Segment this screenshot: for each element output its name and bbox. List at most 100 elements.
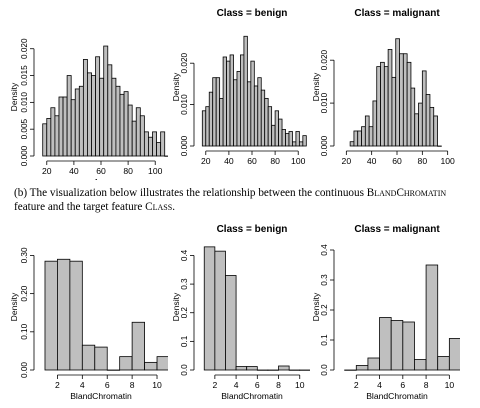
histogram-bar (302, 135, 307, 147)
histogram-bar (54, 115, 60, 157)
histogram-bar (414, 113, 419, 147)
x-tick-label: 10 (295, 380, 305, 390)
x-axis-label: Age (93, 177, 109, 180)
histogram-bar (203, 246, 216, 371)
histogram-bar (131, 321, 145, 371)
histogram-bar (115, 85, 121, 157)
histogram-bar (62, 96, 68, 157)
histogram-bar (219, 97, 224, 147)
histogram-bar (264, 97, 269, 147)
histogram-bar (390, 320, 404, 371)
histogram-bar (42, 123, 48, 157)
caption-text-3: . (172, 201, 175, 213)
histogram-bar (395, 38, 400, 147)
x-tick-label: 6 (255, 380, 260, 390)
x-tick-label: 40 (367, 156, 377, 166)
histogram-bar (229, 54, 234, 147)
histogram-bar (205, 106, 210, 147)
histogram-bar (139, 115, 145, 157)
histogram-bar (226, 60, 231, 147)
y-tick-label: 0.3 (180, 278, 189, 290)
x-tick-label: 6 (400, 380, 405, 390)
y-axis-label: Density (311, 72, 321, 101)
caption-text-2: feature and the target feature (14, 201, 146, 213)
histogram-bar (103, 45, 109, 157)
y-axis-label: Density (9, 292, 19, 321)
histogram-bar (78, 85, 84, 157)
histogram-bar (222, 56, 227, 147)
y-tick-label: 0.10 (20, 323, 29, 339)
histogram-bar (144, 361, 158, 371)
histogram-bar (160, 131, 166, 157)
chart-bc-benign: Class = benign 0.0 0.1 0.2 0.3 0.4 Density 2 4 6 8… (171, 224, 310, 401)
histogram-bar (361, 126, 366, 147)
histogram-bar (148, 136, 153, 157)
histogram-bar (414, 359, 427, 371)
histogram-bar (135, 107, 141, 157)
y-tick-label: 0.30 (20, 247, 29, 263)
y-tick-label: 0.00 (20, 362, 29, 378)
x-tick-label: 100 (440, 156, 455, 166)
y-axis-label: Density (171, 72, 181, 101)
histogram-bar (402, 321, 415, 371)
x-tick-label: 2 (55, 380, 60, 390)
histogram-bar (257, 77, 262, 147)
histogram-bar (421, 70, 427, 147)
histogram-bar (57, 258, 71, 371)
histogram-bar (201, 110, 207, 147)
histogram-bar (236, 71, 241, 147)
histogram-bar (215, 77, 221, 147)
y-tick-label: 0.005 (20, 118, 29, 139)
y-axis-label: Density (171, 292, 181, 321)
histogram-bar (285, 133, 290, 147)
x-tick-label: 60 (392, 156, 402, 166)
histogram-bar (380, 61, 385, 147)
x-tick-label: 60 (247, 156, 257, 166)
histogram-bar (253, 85, 259, 147)
x-axis-label: BlandChromatin (70, 391, 132, 401)
x-tick-label: 10 (152, 380, 162, 390)
histogram-bar (250, 60, 255, 147)
histogram-bar (295, 131, 300, 147)
histogram-bar (58, 96, 64, 157)
x-tick-label: 100 (291, 156, 306, 166)
y-tick-label: 0.0 (320, 364, 329, 376)
chart-age-malignant: Class = malignant 0.000 0.010 0.020 Density 2… (311, 8, 455, 166)
histogram-bar (271, 124, 276, 147)
histogram-bar (152, 131, 157, 157)
caption-target: Class (145, 201, 173, 213)
x-tick-label: 60 (96, 166, 106, 176)
histogram-bar (437, 356, 450, 371)
histogram-bar (243, 35, 248, 147)
histogram-bar (94, 346, 108, 371)
x-tick-label: 8 (424, 380, 429, 390)
chart-age-all: 0.000 0.005 0.010 0.015 0.020 Density 20 40 60 80… (9, 38, 168, 180)
x-tick-label: 80 (418, 156, 428, 166)
caption-feature: BlandChromatin (366, 187, 447, 199)
x-axis-label: BlandChromatin (366, 391, 428, 401)
histogram-bar (278, 118, 283, 147)
x-tick-label: 20 (342, 156, 352, 166)
x-tick-label: 40 (224, 156, 234, 166)
caption-marker: (b) (14, 187, 28, 199)
histogram-bar (91, 75, 96, 157)
histogram-bar (225, 275, 237, 371)
histogram-bar (212, 77, 217, 147)
histogram-bar (123, 91, 129, 157)
histogram-bar (367, 357, 380, 371)
histogram-bar (119, 93, 125, 157)
histogram-bar (391, 76, 397, 147)
caption-text-1: The visualization below illustrates the … (29, 187, 367, 199)
histogram-bar (240, 54, 245, 147)
histogram-bar (281, 129, 286, 147)
histogram-bar (372, 100, 378, 147)
histogram-bar (111, 77, 117, 157)
histogram-bar (119, 356, 133, 371)
chart-title: Class = benign (217, 224, 288, 235)
histogram-bar (95, 56, 101, 157)
x-tick-label: 20 (42, 166, 52, 176)
histogram-bar (74, 88, 80, 157)
y-axis-label: Density (9, 82, 19, 111)
y-tick-label: 0.020 (180, 53, 189, 74)
histogram-bar (355, 365, 369, 371)
